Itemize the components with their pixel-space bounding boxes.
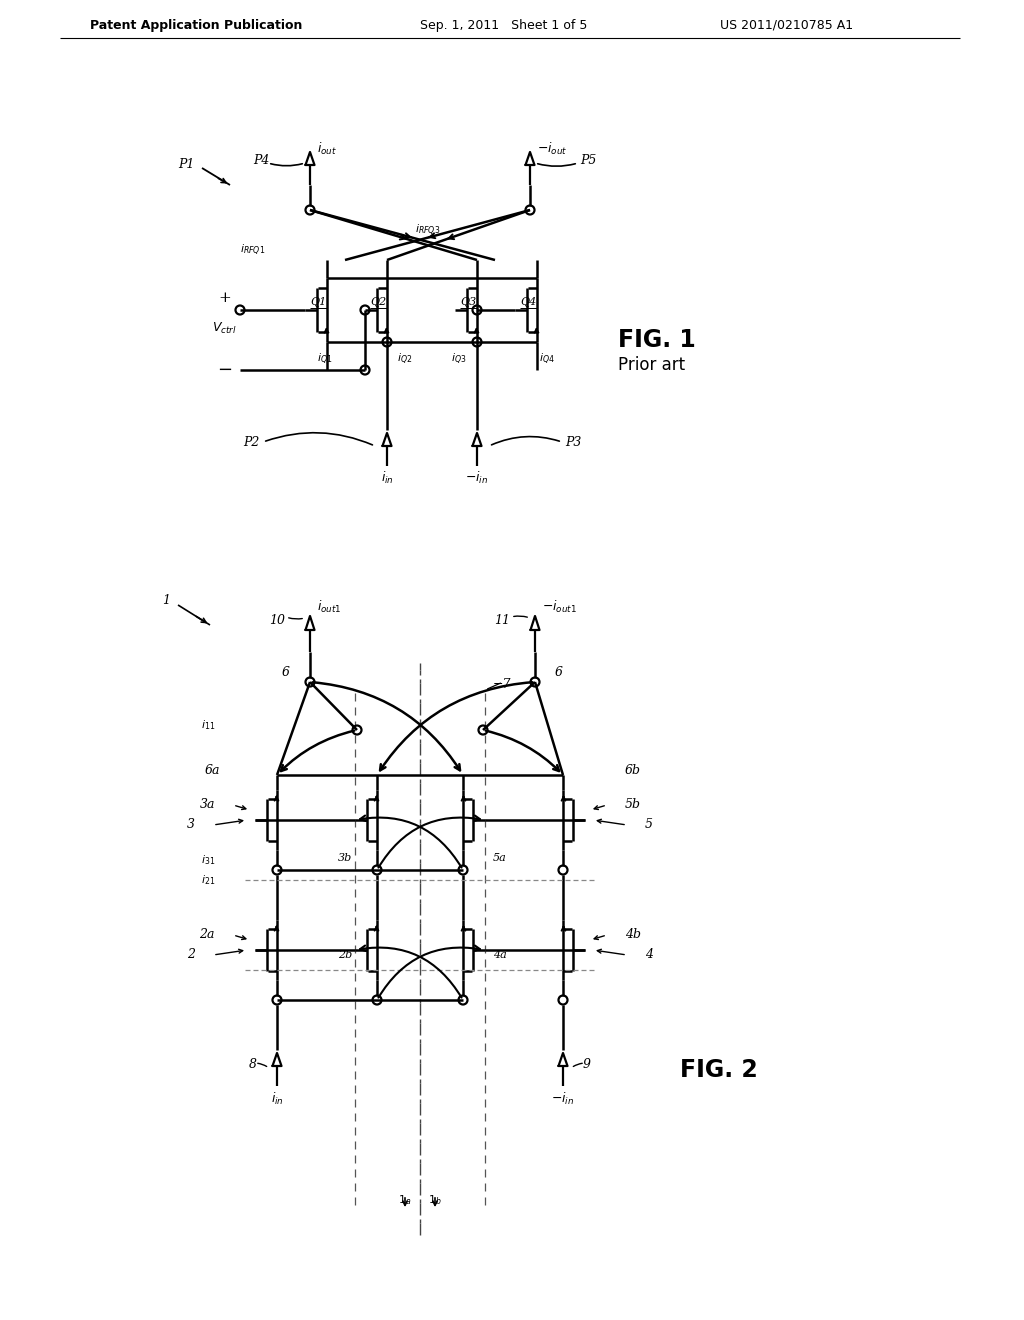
Text: −7: −7: [493, 678, 512, 692]
Text: P3: P3: [565, 436, 582, 449]
Text: 6: 6: [282, 665, 290, 678]
Text: 2a: 2a: [200, 928, 215, 941]
Text: 2: 2: [187, 949, 195, 961]
Text: Q3: Q3: [460, 297, 476, 308]
Text: P1: P1: [178, 158, 195, 172]
Text: 4: 4: [645, 949, 653, 961]
Text: $i_{out1}$: $i_{out1}$: [317, 599, 342, 615]
Text: 6: 6: [555, 665, 563, 678]
Text: $i_{Q1}$: $i_{Q1}$: [317, 352, 333, 367]
Text: $i_{out}$: $i_{out}$: [317, 141, 337, 157]
Text: $i_{31}$: $i_{31}$: [201, 853, 215, 867]
Text: Q1: Q1: [310, 297, 327, 308]
Text: 1: 1: [162, 594, 170, 606]
Text: $i_{11}$: $i_{11}$: [201, 718, 215, 731]
Text: 4a: 4a: [494, 950, 507, 960]
Text: $i_{in}$: $i_{in}$: [381, 470, 393, 486]
Text: $i_{RFQ1}$: $i_{RFQ1}$: [240, 243, 265, 257]
Text: $-i_{in}$: $-i_{in}$: [551, 1090, 574, 1107]
Text: $i_{21}$: $i_{21}$: [201, 873, 215, 887]
Text: 6b: 6b: [625, 763, 641, 776]
Text: $i_{RFQ3}$: $i_{RFQ3}$: [415, 223, 440, 238]
Text: 3: 3: [187, 818, 195, 832]
Text: Prior art: Prior art: [618, 356, 685, 374]
Text: FIG. 1: FIG. 1: [618, 327, 695, 352]
Text: P5: P5: [580, 153, 596, 166]
Text: $i_{in}$: $i_{in}$: [270, 1090, 284, 1107]
Text: +: +: [219, 290, 231, 305]
Text: P4: P4: [254, 153, 270, 166]
Text: P2: P2: [244, 436, 260, 449]
Text: 2b: 2b: [338, 950, 352, 960]
Text: 5a: 5a: [494, 853, 507, 863]
Text: $1_a$: $1_a$: [398, 1193, 412, 1206]
Text: 8: 8: [249, 1059, 257, 1072]
Text: $V_{ctrl}$: $V_{ctrl}$: [212, 321, 237, 335]
Text: $-i_{out1}$: $-i_{out1}$: [542, 599, 577, 615]
Text: 3b: 3b: [338, 853, 352, 863]
Text: $-i_{out}$: $-i_{out}$: [537, 141, 567, 157]
Text: $i_{Q2}$: $i_{Q2}$: [397, 352, 413, 367]
Text: 4b: 4b: [625, 928, 641, 941]
Text: 6a: 6a: [205, 763, 220, 776]
Text: $i_{Q3}$: $i_{Q3}$: [452, 352, 467, 367]
Text: US 2011/0210785 A1: US 2011/0210785 A1: [720, 18, 853, 32]
Text: $1_b$: $1_b$: [428, 1193, 442, 1206]
Text: $-i_{in}$: $-i_{in}$: [465, 470, 488, 486]
Text: 5: 5: [645, 818, 653, 832]
Text: 10: 10: [269, 614, 285, 627]
Text: 5b: 5b: [625, 799, 641, 812]
Text: Q4: Q4: [520, 297, 537, 308]
Text: Patent Application Publication: Patent Application Publication: [90, 18, 302, 32]
Text: Sep. 1, 2011   Sheet 1 of 5: Sep. 1, 2011 Sheet 1 of 5: [420, 18, 588, 32]
Text: −: −: [217, 360, 232, 379]
Text: FIG. 2: FIG. 2: [680, 1059, 758, 1082]
Text: 3a: 3a: [200, 799, 215, 812]
Text: $i_{Q4}$: $i_{Q4}$: [539, 352, 555, 367]
Text: Q2: Q2: [370, 297, 386, 308]
Text: 9: 9: [583, 1059, 591, 1072]
Text: 11: 11: [494, 614, 510, 627]
